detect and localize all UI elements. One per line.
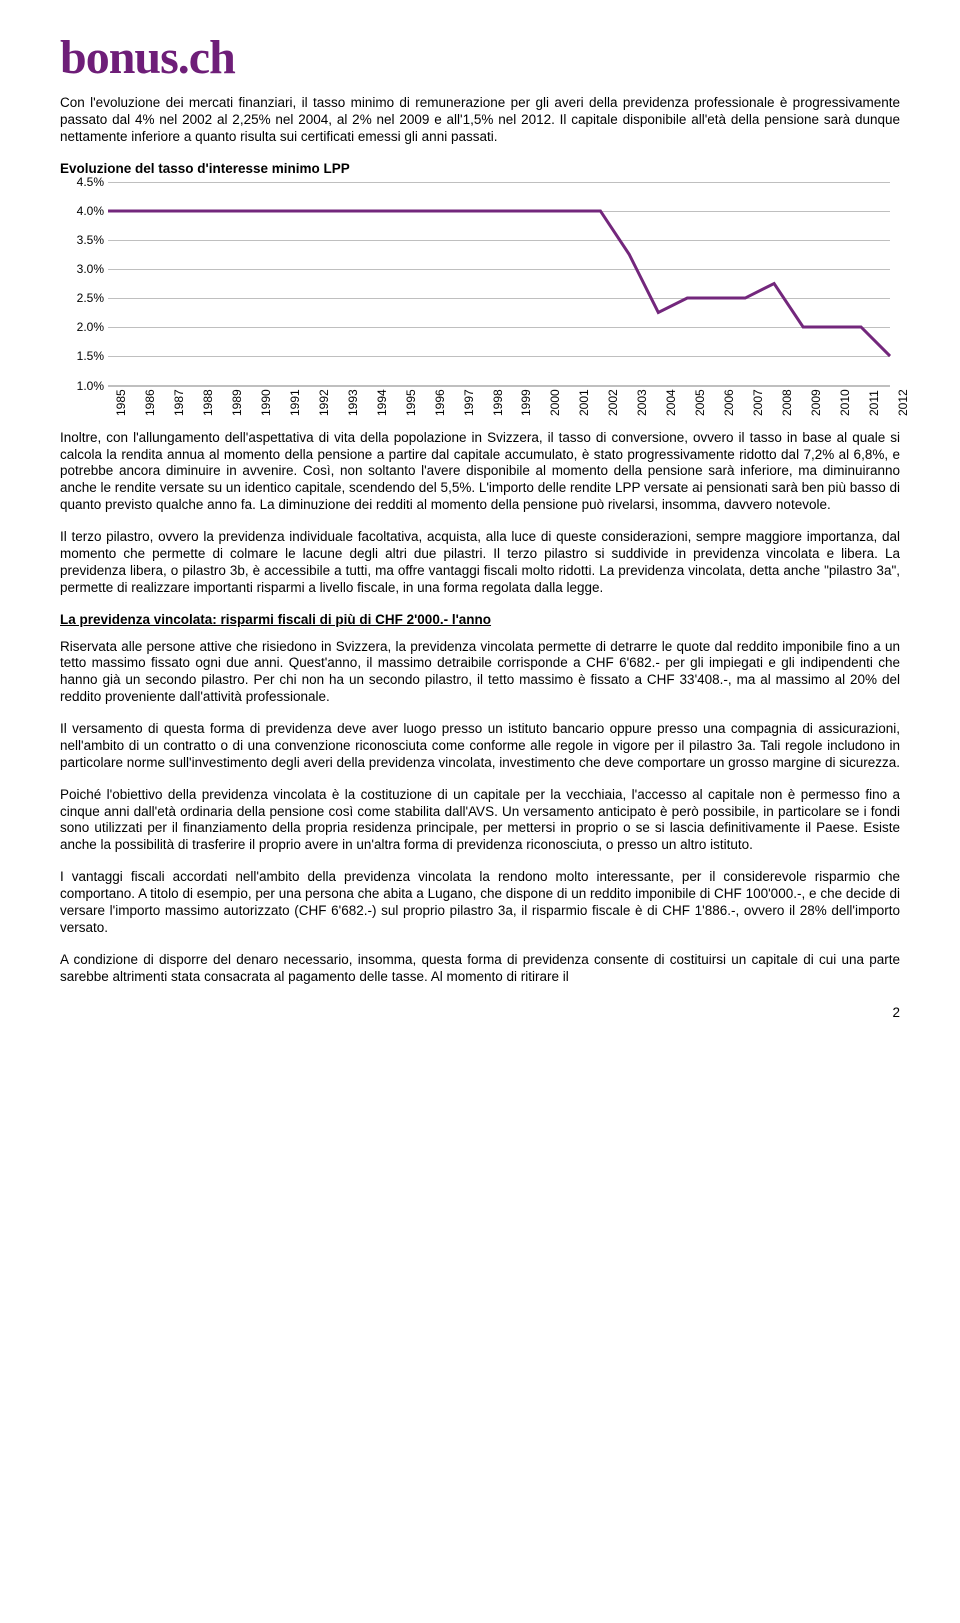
lpp-rate-chart: 4.5%4.0%3.5%3.0%2.5%2.0%1.5%1.0%19851986… — [60, 182, 900, 412]
y-tick-label: 2.0% — [77, 320, 104, 334]
y-tick-label: 4.0% — [77, 204, 104, 218]
page-number: 2 — [60, 1005, 900, 1020]
y-tick-label: 4.5% — [77, 175, 104, 189]
site-logo: bonus.ch — [60, 30, 900, 85]
y-tick-label: 1.0% — [77, 379, 104, 393]
y-tick-label: 2.5% — [77, 291, 104, 305]
paragraph-6: Poiché l'obiettivo della previdenza vinc… — [60, 787, 900, 855]
y-tick-label: 3.5% — [77, 233, 104, 247]
chart-title: Evoluzione del tasso d'interesse minimo … — [60, 161, 900, 176]
section-heading: La previdenza vincolata: risparmi fiscal… — [60, 612, 900, 627]
paragraph-4: Riservata alle persone attive che risied… — [60, 639, 900, 707]
y-tick-label: 3.0% — [77, 262, 104, 276]
paragraph-8: A condizione di disporre del denaro nece… — [60, 952, 900, 986]
y-tick-label: 1.5% — [77, 349, 104, 363]
paragraph-3: Il terzo pilastro, ovvero la previdenza … — [60, 529, 900, 597]
paragraph-5: Il versamento di questa forma di previde… — [60, 721, 900, 772]
paragraph-7: I vantaggi fiscali accordati nell'ambito… — [60, 869, 900, 937]
paragraph-1: Con l'evoluzione dei mercati finanziari,… — [60, 95, 900, 146]
paragraph-2: Inoltre, con l'allungamento dell'aspetta… — [60, 430, 900, 514]
